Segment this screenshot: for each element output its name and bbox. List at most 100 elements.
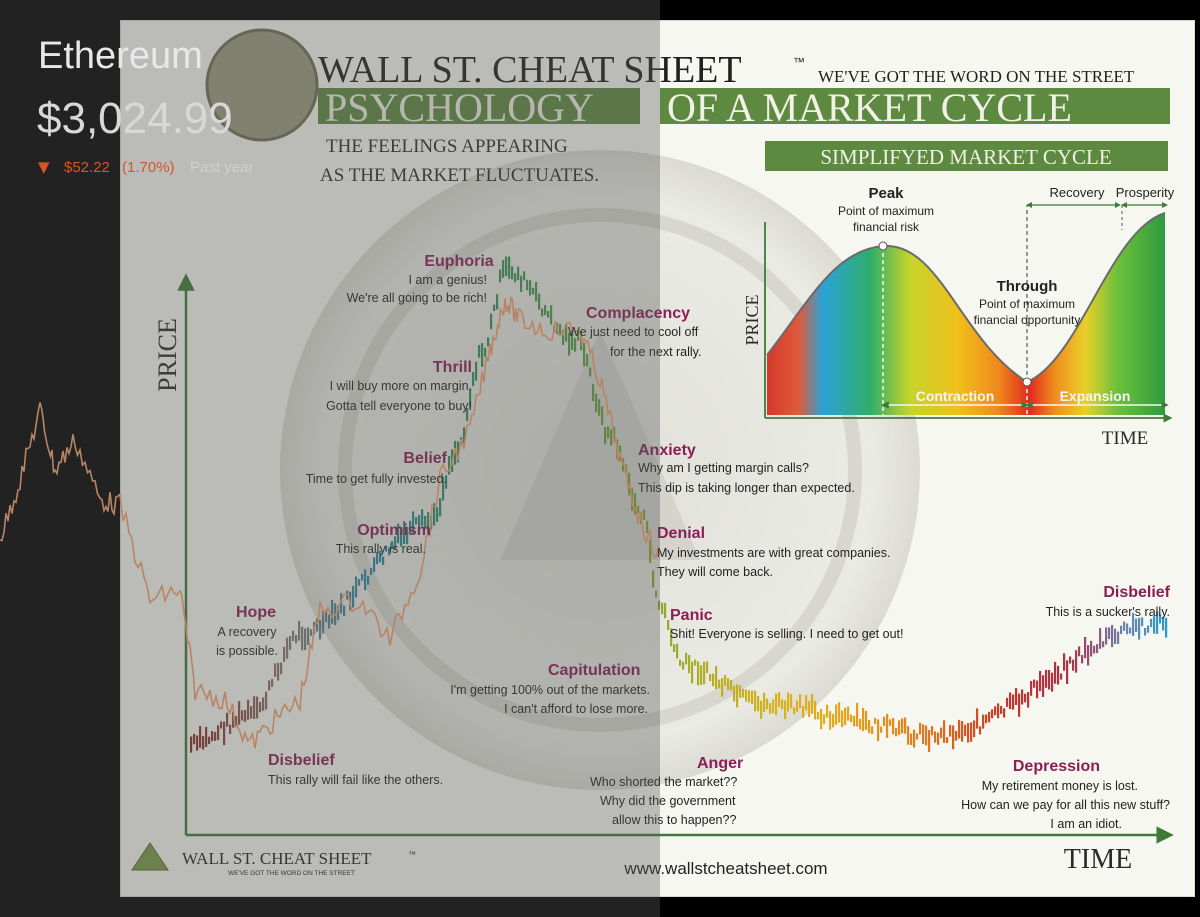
cycle-candle xyxy=(1084,637,1087,659)
cycle-candle xyxy=(502,260,505,278)
peak-desc-2: financial risk xyxy=(853,220,920,234)
cycle-candle xyxy=(1045,669,1048,688)
cycle-candle xyxy=(901,718,904,734)
header: WALL ST. CHEAT SHEET ™ WE'VE GOT THE WOR… xyxy=(205,28,1170,186)
cycle-candle xyxy=(967,723,970,743)
cycle-candle xyxy=(973,720,976,738)
cycle-candle xyxy=(214,732,217,741)
cycle-candle xyxy=(211,731,214,742)
cycle-candle xyxy=(799,694,802,709)
simplified-price-axis-label: PRICE xyxy=(742,294,762,345)
cycle-candle xyxy=(826,704,829,718)
stage-hope-quote-2: is possible. xyxy=(216,644,278,658)
cycle-candle xyxy=(289,635,292,650)
cycle-candle xyxy=(778,692,781,708)
cycle-candle xyxy=(955,730,958,741)
cycle-candle xyxy=(268,680,271,691)
stage-euphoria: Euphoria xyxy=(424,253,493,270)
recovery-label: Recovery xyxy=(1050,185,1105,200)
brand-title: WALL ST. CHEAT SHEET xyxy=(318,49,742,91)
cycle-candle xyxy=(1165,617,1168,638)
cycle-candle xyxy=(316,618,319,632)
cycle-candle xyxy=(436,507,439,522)
cycle-candle xyxy=(568,332,571,356)
cycle-candle xyxy=(514,273,517,283)
subtitle-line-1: THE FEELINGS APPEARING xyxy=(326,136,568,157)
cycle-candle xyxy=(907,726,910,745)
cycle-candle xyxy=(1114,628,1117,644)
cycle-candle xyxy=(832,713,835,728)
cycle-candle xyxy=(1135,618,1138,632)
cycle-candle xyxy=(856,702,859,727)
stage-disbelief-second: Disbelief xyxy=(1103,584,1170,601)
cycle-candle xyxy=(1126,623,1129,635)
simplified-banner xyxy=(765,141,1168,171)
cycle-candle xyxy=(238,701,241,725)
cycle-candle xyxy=(691,661,694,684)
cycle-candle xyxy=(949,724,952,737)
cycle-candle xyxy=(340,593,343,614)
cycle-candle xyxy=(958,719,961,739)
cycle-candle xyxy=(688,655,691,674)
cycle-candle xyxy=(709,674,712,682)
cycle-candle xyxy=(877,719,880,742)
cycle-candle xyxy=(454,440,457,465)
through-point xyxy=(1022,377,1032,387)
cycle-candle xyxy=(604,427,607,445)
cycle-candle xyxy=(319,620,322,640)
cycle-candle xyxy=(301,626,304,651)
asset-name: Ethereum xyxy=(38,35,203,77)
cycle-candle xyxy=(271,679,274,687)
cycle-candle xyxy=(1033,679,1036,688)
cycle-candle xyxy=(838,702,841,723)
cycle-candle xyxy=(244,709,247,722)
footer-tm: ™ xyxy=(408,850,416,859)
stage-anxiety-quote-2: This dip is taking longer than expected. xyxy=(638,481,855,495)
cycle-candle xyxy=(1009,692,1012,710)
main-chart-axes: PRICE TIME xyxy=(153,273,1174,875)
cycle-candle xyxy=(910,733,913,745)
cycle-candle xyxy=(898,720,901,735)
cycle-candle xyxy=(544,305,547,316)
cycle-candle xyxy=(325,609,328,623)
cycle-candle xyxy=(925,725,928,746)
cycle-candle xyxy=(1117,631,1120,644)
cycle-candle xyxy=(895,728,898,737)
cycle-candle xyxy=(1144,627,1147,636)
stage-belief-quote-1: Time to get fully invested. xyxy=(306,472,447,486)
cycle-candle xyxy=(805,695,808,711)
cycle-candle xyxy=(1120,625,1123,634)
cycle-candle xyxy=(865,710,868,730)
cycle-candle xyxy=(1087,645,1090,666)
cycle-candle xyxy=(808,701,811,718)
cycle-candle xyxy=(463,427,466,444)
cycle-candle xyxy=(352,585,355,608)
cycle-candle xyxy=(337,605,340,621)
cycle-candle xyxy=(205,726,208,747)
cycle-candle xyxy=(760,700,763,719)
cycle-candle xyxy=(847,706,850,721)
cycle-candle xyxy=(223,721,226,746)
cycle-candle xyxy=(232,711,235,728)
cycle-candle xyxy=(310,629,313,636)
cycle-candle xyxy=(1123,621,1126,631)
cycle-candle xyxy=(418,515,421,527)
cycle-candle xyxy=(817,711,820,720)
cycle-candle xyxy=(868,719,871,734)
cycle-candle xyxy=(256,696,259,719)
cycle-candle xyxy=(943,720,946,743)
cycle-candle xyxy=(781,699,784,710)
cycle-candle xyxy=(409,520,412,534)
cycle-candle xyxy=(250,706,253,719)
cycle-candle xyxy=(1093,645,1096,654)
cycle-candle xyxy=(1066,660,1069,685)
cycle-candle xyxy=(586,353,589,367)
cycle-candle xyxy=(676,643,679,659)
cycle-candle xyxy=(646,520,649,534)
title-market-cycle: OF A MARKET CYCLE xyxy=(667,85,1072,130)
cycle-candle xyxy=(655,590,658,598)
cycle-candle xyxy=(934,731,937,743)
cycle-candle xyxy=(403,521,406,544)
cycle-candle xyxy=(1072,659,1075,671)
